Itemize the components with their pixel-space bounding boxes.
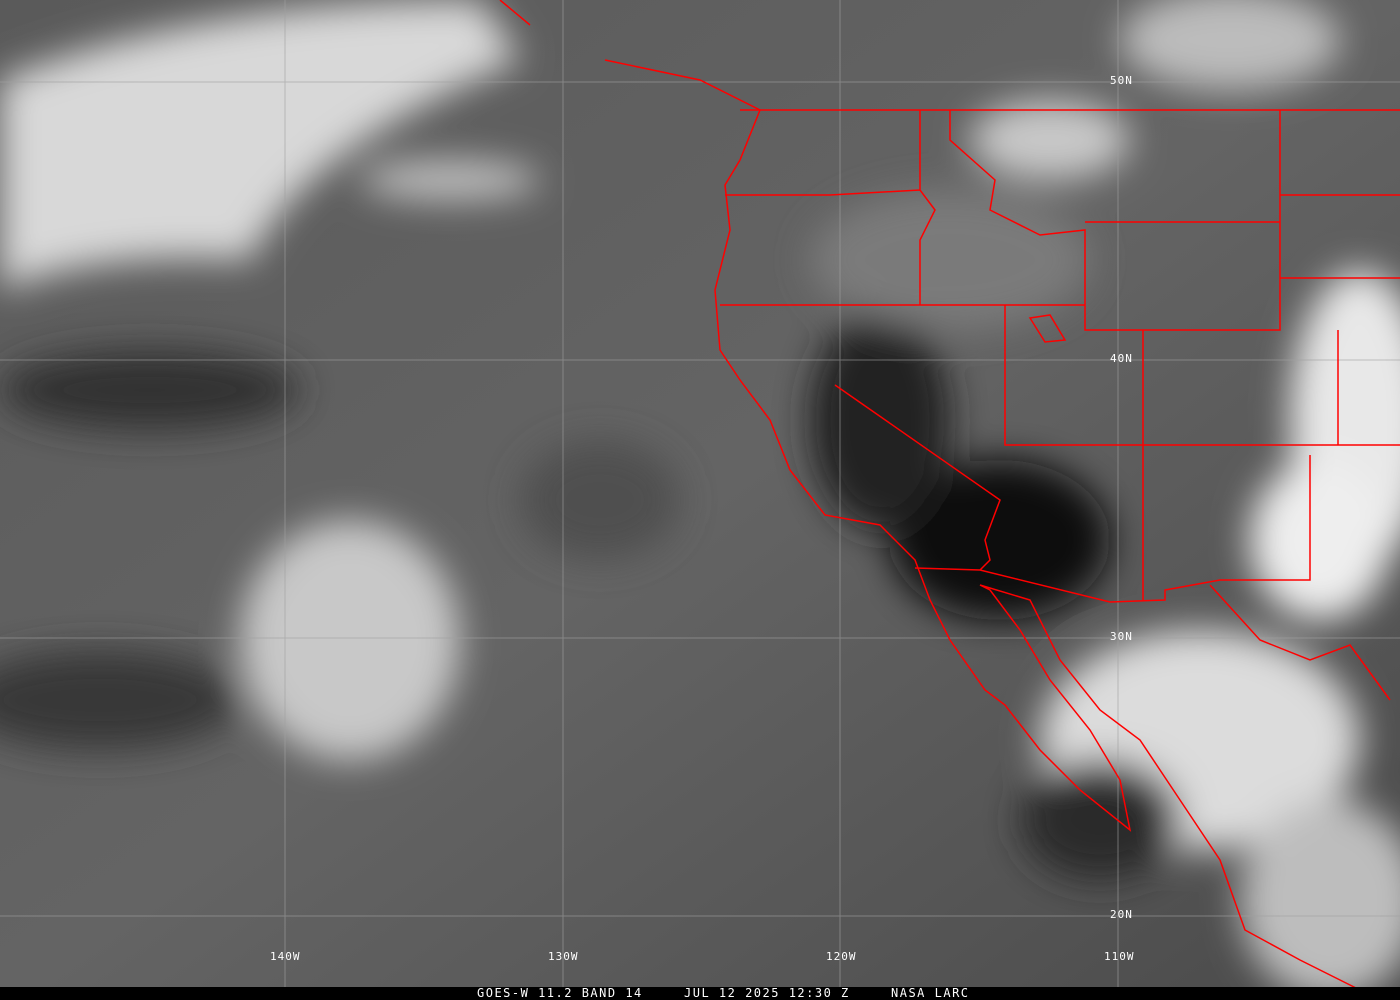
lat-label-30n: 30N [1110,630,1133,643]
datetime-label: JUL 12 2025 12:30 Z [684,986,850,1000]
lon-label-120w: 120W [826,950,857,963]
lat-label-50n: 50N [1110,74,1133,87]
political-boundaries [499,0,1400,991]
lon-label-130w: 130W [548,950,579,963]
lon-label-110w: 110W [1104,950,1135,963]
product-label: GOES-W 11.2 BAND 14 [477,986,643,1000]
mainland-mexico-coast [1209,584,1391,701]
island-outline [1028,314,1067,343]
caption-bar: GOES-W 11.2 BAND 14 JUL 12 2025 12:30 Z … [0,987,1400,1000]
coastline [499,0,1361,991]
lat-label-40n: 40N [1110,352,1133,365]
lat-label-20n: 20N [1110,908,1133,921]
lon-label-140w: 140W [270,950,301,963]
state-borders [720,110,1400,603]
credit-label: NASA LARC [891,986,970,1000]
